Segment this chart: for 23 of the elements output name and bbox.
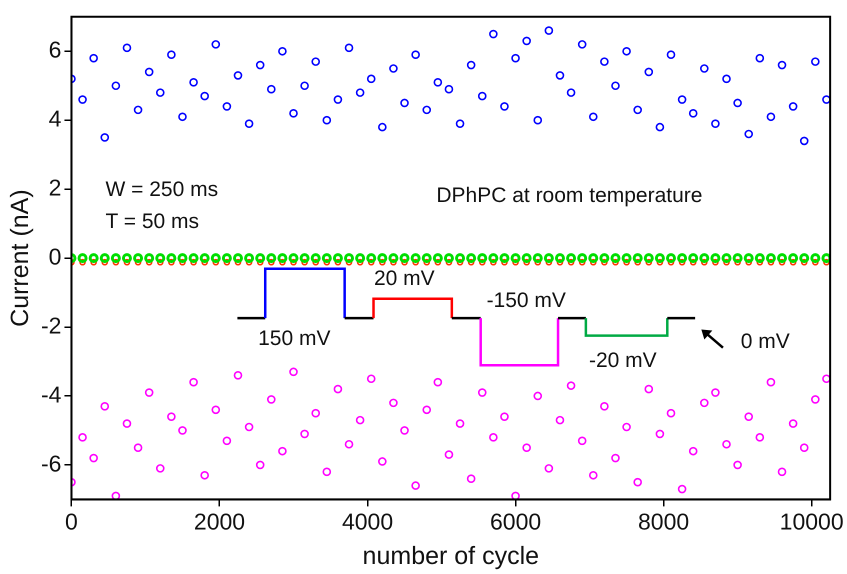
x-tick-label: 2000 xyxy=(194,508,246,535)
x-axis-title: number of cycle xyxy=(362,542,540,570)
annotation: 150 mV xyxy=(258,327,330,350)
y-tick-label: -2 xyxy=(41,312,62,338)
y-tick-label: 2 xyxy=(48,174,62,200)
y-tick-label: 4 xyxy=(48,106,62,132)
x-tick-label: 0 xyxy=(65,508,78,535)
y-tick-label: -4 xyxy=(41,381,62,408)
annotation: T = 50 ms xyxy=(105,210,200,234)
y-tick-label: -6 xyxy=(41,450,62,476)
annotation: -20 mV xyxy=(588,348,657,372)
x-tick-label: 8000 xyxy=(638,508,690,535)
annotation: -150 mV xyxy=(486,289,566,312)
y-tick-label: 0 xyxy=(48,243,62,270)
x-tick-label: 6000 xyxy=(490,508,542,535)
x-tick-label: 10000 xyxy=(780,508,844,535)
x-tick-label: 4000 xyxy=(342,508,394,535)
y-axis-title: Current (nA) xyxy=(6,189,34,327)
annotation: DPhPC at room temperature xyxy=(436,184,702,207)
annotation: W = 250 ms xyxy=(105,178,218,202)
y-tick-label: 6 xyxy=(48,36,62,63)
annotation: 0 mV xyxy=(740,330,790,354)
annotation: 20 mV xyxy=(374,266,435,290)
